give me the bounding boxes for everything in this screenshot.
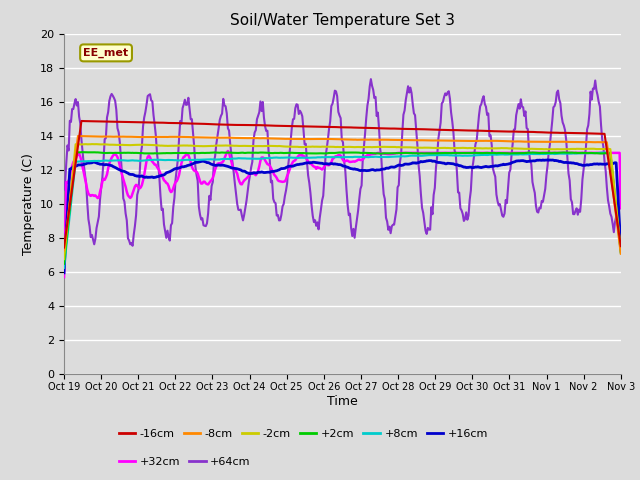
Y-axis label: Temperature (C): Temperature (C) bbox=[22, 153, 35, 255]
Text: EE_met: EE_met bbox=[83, 48, 129, 58]
X-axis label: Time: Time bbox=[327, 395, 358, 408]
Title: Soil/Water Temperature Set 3: Soil/Water Temperature Set 3 bbox=[230, 13, 455, 28]
Legend: +32cm, +64cm: +32cm, +64cm bbox=[114, 452, 255, 471]
